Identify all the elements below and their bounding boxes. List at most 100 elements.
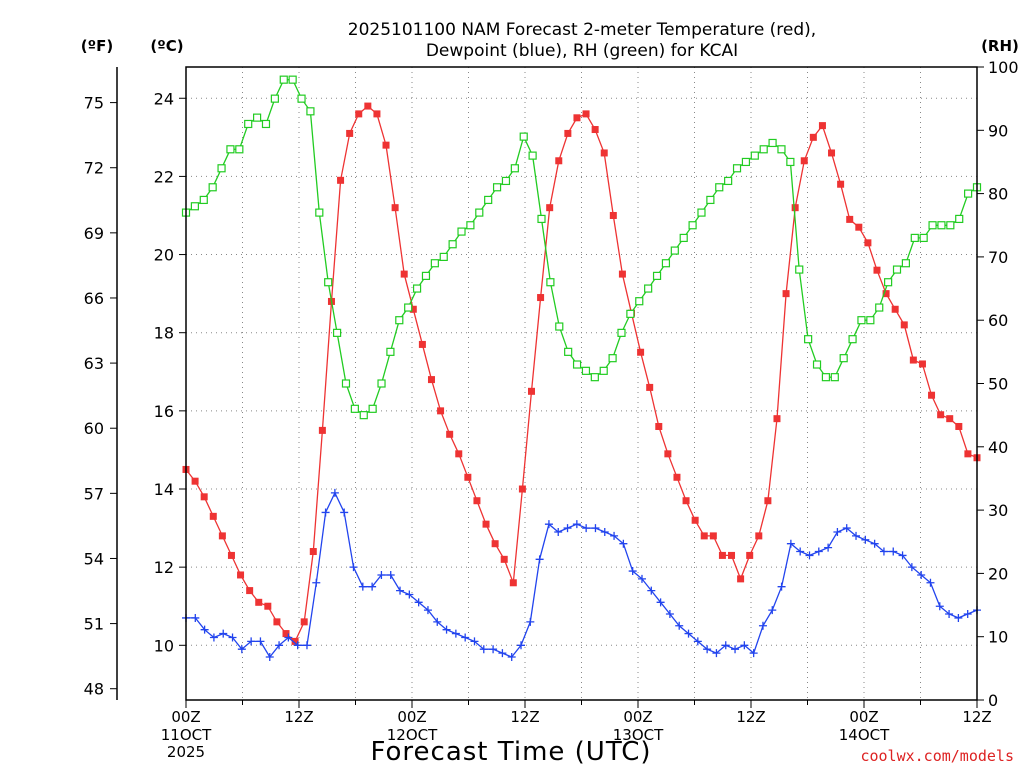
dewpoint-point: [442, 625, 451, 634]
chart-title-line2: Dewpoint (blue), RH (green) for KCAI: [426, 41, 738, 61]
2-meter-temperature-point: [782, 290, 790, 298]
2-meter-temperature-point: [382, 141, 390, 149]
dewpoint-point: [489, 645, 498, 654]
dewpoint-point: [507, 653, 516, 662]
dewpoint-point: [703, 645, 712, 654]
2-meter-temperature-line: [185, 105, 978, 643]
2-meter-temperature-series: [182, 102, 981, 645]
rh-point: [857, 316, 866, 325]
dewpoint-point: [526, 617, 535, 626]
dewpoint-point: [917, 570, 926, 579]
rh-point: [244, 119, 253, 129]
x-tick-label: 12Z: [510, 708, 539, 726]
2-meter-temperature-point: [755, 532, 763, 540]
rh-point: [261, 119, 271, 129]
dewpoint-point: [684, 629, 693, 638]
rh-point: [688, 221, 697, 230]
2-meter-temperature-point: [637, 348, 645, 356]
dewpoint-point: [237, 645, 246, 654]
rh-point: [492, 183, 502, 192]
rh-point: [812, 360, 822, 369]
dewpoint-point: [275, 641, 284, 650]
rh-point: [190, 202, 199, 211]
dewpoint-point: [451, 629, 460, 638]
rh-point: [208, 183, 217, 192]
rh-point: [937, 221, 946, 230]
2-meter-temperature-point: [391, 204, 399, 212]
dewpoint-point: [544, 520, 553, 529]
rh-point: [617, 328, 626, 337]
rh-point: [546, 278, 555, 287]
dewpoint-point: [852, 531, 861, 540]
rh-point: [590, 373, 599, 382]
dewpoint-point: [219, 629, 228, 638]
2-meter-temperature-point: [500, 555, 508, 563]
credit-text: coolwx.com/models: [860, 747, 1014, 765]
2-meter-temperature-point: [737, 575, 745, 583]
rh-point: [412, 284, 422, 293]
rh-point: [288, 75, 297, 84]
dewpoint-point: [517, 641, 526, 650]
rh-unit-label: (RH): [981, 37, 1019, 55]
rh-point: [635, 297, 644, 306]
rh-point: [279, 75, 288, 84]
dewpoint-series: [182, 488, 981, 662]
dewpoint-point: [377, 570, 386, 579]
rh-point: [421, 271, 431, 280]
rh-point: [830, 373, 839, 382]
2-meter-temperature-point: [937, 411, 945, 419]
dewpoint-point: [321, 508, 330, 517]
celsius-tick-label: 20: [154, 246, 174, 265]
rh-point: [786, 157, 795, 167]
x-tick-year-label: 2025: [167, 743, 205, 761]
2-meter-temperature-point: [773, 415, 781, 423]
dewpoint-point: [433, 617, 442, 626]
2-meter-temperature-point: [873, 266, 881, 274]
rh-point: [608, 354, 617, 363]
2-meter-temperature-point: [946, 415, 954, 423]
2-meter-temperature-point: [309, 548, 317, 556]
2-meter-temperature-point: [437, 407, 445, 415]
2-meter-temperature-point: [891, 305, 899, 313]
dewpoint-point: [926, 578, 935, 587]
dewpoint-point: [842, 524, 851, 533]
rh-point: [626, 309, 635, 318]
dewpoint-point: [610, 531, 619, 540]
dewpoint-point: [423, 606, 432, 615]
rh-point: [679, 233, 688, 243]
rh-point: [306, 107, 315, 116]
2-meter-temperature-point: [318, 426, 326, 434]
rh-point: [741, 157, 751, 167]
dewpoint-point: [889, 547, 898, 556]
dewpoint-point: [600, 527, 609, 536]
2-meter-temperature-point: [728, 551, 736, 559]
2-meter-temperature-point: [546, 204, 554, 212]
rh-point: [884, 278, 893, 287]
rh-point: [430, 259, 439, 268]
2-meter-temperature-point: [346, 129, 354, 137]
dewpoint-point: [954, 613, 963, 622]
dewpoint-point: [191, 613, 200, 622]
2-meter-temperature-point: [800, 157, 808, 165]
2-meter-temperature-point: [791, 204, 799, 212]
rh-point: [919, 233, 928, 243]
2-meter-temperature-point: [591, 126, 599, 134]
rh-point: [439, 252, 448, 261]
rh-point: [395, 316, 404, 325]
dewpoint-point: [805, 551, 814, 560]
dewpoint-point: [721, 641, 730, 650]
dewpoint-point: [340, 508, 349, 517]
dewpoint-point: [554, 527, 563, 536]
rh-point: [581, 366, 591, 375]
dewpoint-point: [758, 621, 767, 630]
rh-tick-label: 50: [988, 375, 1008, 394]
2-meter-temperature-point: [209, 512, 217, 520]
rh-point: [350, 404, 359, 413]
dewpoint-point: [582, 524, 591, 533]
dewpoint-point: [358, 582, 367, 591]
x-tick-label: 12Z: [284, 708, 313, 726]
rh-point: [404, 303, 413, 312]
dewpoint-point: [563, 524, 572, 533]
rh-point: [821, 373, 831, 382]
